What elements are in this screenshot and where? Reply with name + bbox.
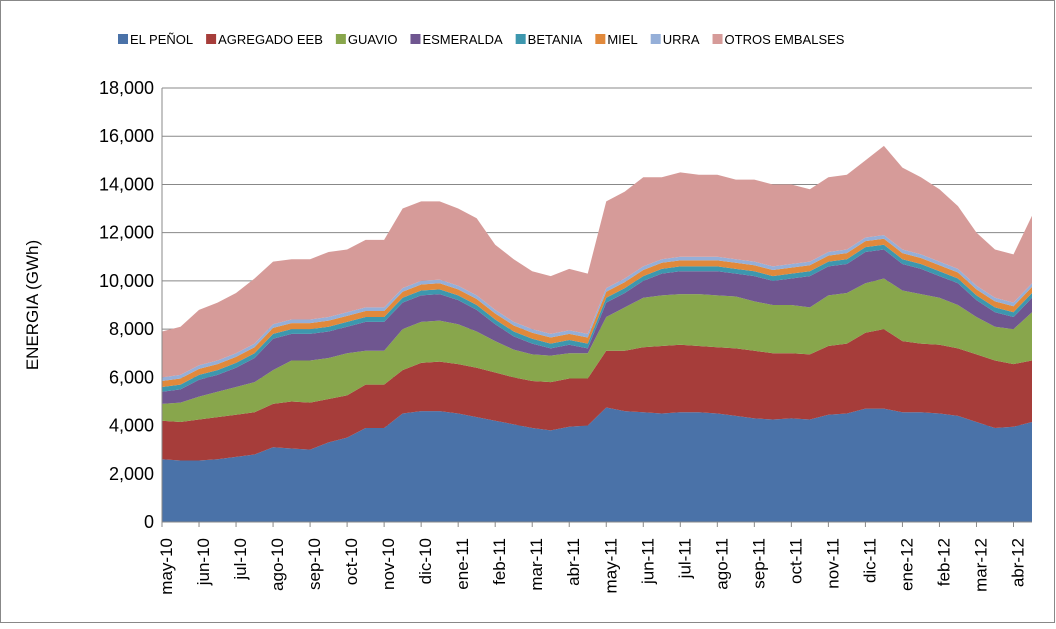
area bbox=[162, 407, 1032, 522]
legend-swatch bbox=[595, 34, 606, 44]
y-tick-label: 4,000 bbox=[109, 416, 154, 436]
x-tick-label: ago-10 bbox=[268, 538, 287, 591]
x-tick-label: dic-11 bbox=[860, 538, 879, 583]
x-tick-label: mar-12 bbox=[971, 538, 990, 592]
x-tick-label: may-11 bbox=[601, 538, 620, 593]
y-tick-label: 6,000 bbox=[109, 367, 154, 387]
y-tick-label: 8,000 bbox=[109, 319, 154, 339]
y-tick-label: 18,000 bbox=[99, 78, 154, 98]
x-tick-label: feb-11 bbox=[490, 538, 509, 585]
area bbox=[162, 278, 1032, 422]
legend-label: EL PEÑOL bbox=[130, 32, 193, 47]
x-tick-label: jun-11 bbox=[638, 538, 657, 585]
x-tick-label: mar-11 bbox=[527, 538, 546, 591]
legend-swatch bbox=[410, 34, 421, 44]
legend-label: BETANIA bbox=[528, 32, 583, 47]
y-axis-label: ENERGIA (GWh) bbox=[23, 240, 42, 370]
y-tick-label: 14,000 bbox=[99, 174, 154, 194]
x-tick-label: jun-10 bbox=[194, 538, 213, 586]
legend-swatch bbox=[335, 34, 346, 44]
legend-label: GUAVIO bbox=[348, 32, 398, 47]
area bbox=[162, 145, 1032, 378]
legend-swatch bbox=[118, 34, 128, 44]
x-tick-label: abr-12 bbox=[1008, 538, 1027, 587]
x-tick-label: ago-11 bbox=[712, 538, 731, 590]
legend-label: AGREGADO EEB bbox=[218, 32, 323, 47]
x-tick-label: oct-11 bbox=[786, 538, 805, 584]
legend-swatch bbox=[712, 34, 723, 44]
legend-swatch bbox=[206, 34, 217, 44]
x-tick-label: dic-10 bbox=[416, 538, 435, 584]
y-tick-label: 16,000 bbox=[99, 126, 154, 146]
x-tick-label: jul-10 bbox=[231, 538, 250, 581]
x-tick-label: sep-11 bbox=[749, 538, 768, 589]
legend-label: ESMERALDA bbox=[422, 32, 503, 47]
legend-swatch bbox=[515, 34, 526, 44]
y-tick-label: 10,000 bbox=[99, 271, 154, 291]
legend-label: URRA bbox=[663, 32, 700, 47]
legend-label: OTROS EMBALSES bbox=[725, 32, 845, 47]
x-tick-label: oct-10 bbox=[342, 538, 361, 585]
x-tick-label: sep-10 bbox=[305, 538, 324, 590]
x-tick-label: jul-11 bbox=[675, 538, 694, 579]
x-tick-label: ene-12 bbox=[897, 538, 916, 591]
legend-swatch bbox=[650, 34, 661, 44]
x-tick-label: abr-11 bbox=[564, 538, 583, 586]
y-tick-label: 0 bbox=[144, 512, 154, 532]
x-tick-label: feb-12 bbox=[934, 538, 953, 586]
area bbox=[162, 329, 1032, 461]
x-tick-label: may-10 bbox=[157, 538, 176, 595]
x-tick-label: ene-11 bbox=[453, 538, 472, 590]
legend-label: MIEL bbox=[607, 32, 637, 47]
y-tick-label: 12,000 bbox=[99, 223, 154, 243]
area bbox=[162, 249, 1032, 404]
y-tick-label: 2,000 bbox=[109, 464, 154, 484]
x-tick-label: nov-10 bbox=[379, 538, 398, 590]
x-tick-label: nov-11 bbox=[823, 538, 842, 589]
